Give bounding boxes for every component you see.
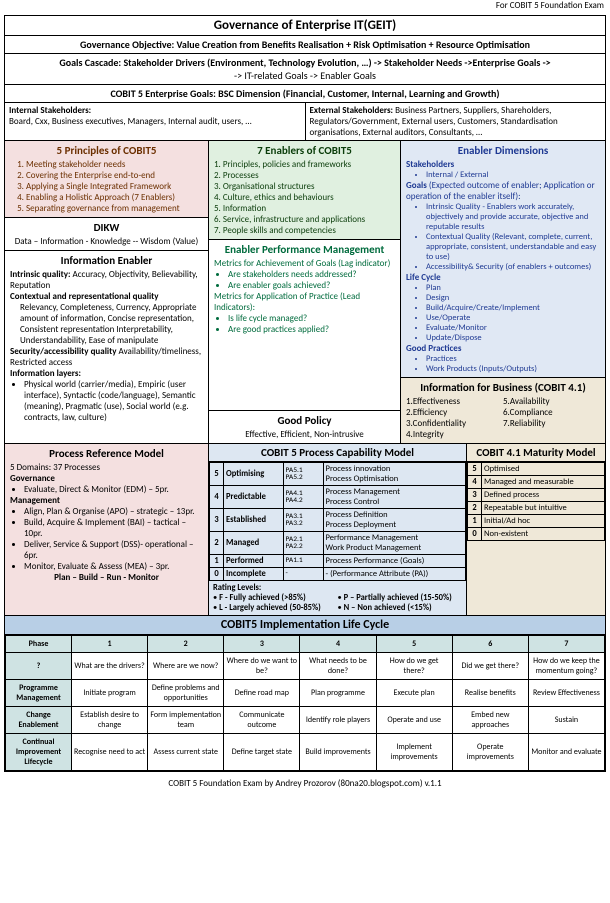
external-stakeholders: External Stakeholders: Business Partners… bbox=[306, 103, 606, 141]
enabler-performance-mgmt: Enabler Performance Management Metrics f… bbox=[209, 240, 400, 411]
capability-levels-table: 5OptimisingPA5.1PA5.2Process innovationP… bbox=[209, 462, 466, 581]
good-policy: Good Policy Effective, Efficient, Non-in… bbox=[209, 411, 400, 443]
ilc-table: Phase1234567?What are the drivers?Where … bbox=[5, 635, 605, 771]
dikw: DIKW Data – Information - Knowledge -- W… bbox=[5, 218, 208, 251]
maturity-table: 5Optimised4Managed and measurable3Define… bbox=[467, 462, 605, 541]
maturity-model: COBIT 4.1 Maturity Model 5Optimised4Mana… bbox=[467, 444, 605, 615]
enterprise-goals: COBIT 5 Enterprise Goals: BSC Dimension … bbox=[5, 85, 605, 103]
internal-stakeholders: Internal Stakeholders: Board, Cxx, Busin… bbox=[5, 103, 306, 141]
information-enabler: Information Enabler Intrinsic quality: A… bbox=[5, 251, 208, 443]
page-title: Governance of Enterprise IT(GEIT) bbox=[5, 16, 605, 36]
governance-objective: Governance Objective: Value Creation fro… bbox=[5, 36, 605, 54]
header-note: For COBIT 5 Foundation Exam bbox=[0, 0, 610, 11]
process-reference-model: Process Reference Model 5 Domains: 37 Pr… bbox=[5, 444, 209, 615]
five-principles: 5 Principles of COBIT5 Meeting stakehold… bbox=[5, 141, 208, 218]
enabler-dimensions: Enabler Dimensions Stakeholders Internal… bbox=[401, 141, 605, 378]
page: Governance of Enterprise IT(GEIT) Govern… bbox=[4, 15, 606, 772]
seven-enablers: 7 Enablers of COBIT5 1. Principles, poli… bbox=[209, 141, 400, 240]
info-for-business: Information for Business (COBIT 4.1) 1.E… bbox=[401, 378, 605, 443]
ilc-title: COBIT5 Implementation Life Cycle bbox=[5, 616, 605, 635]
five-principles-list: Meeting stakeholder needsCovering the En… bbox=[10, 159, 203, 214]
footer: COBIT 5 Foundation Exam by Andrey Prozor… bbox=[0, 776, 610, 795]
process-capability-model: COBIT 5 Process Capability Model 5Optimi… bbox=[209, 444, 467, 615]
goals-cascade: Goals Cascade: Stakeholder Drivers (Envi… bbox=[5, 54, 605, 85]
